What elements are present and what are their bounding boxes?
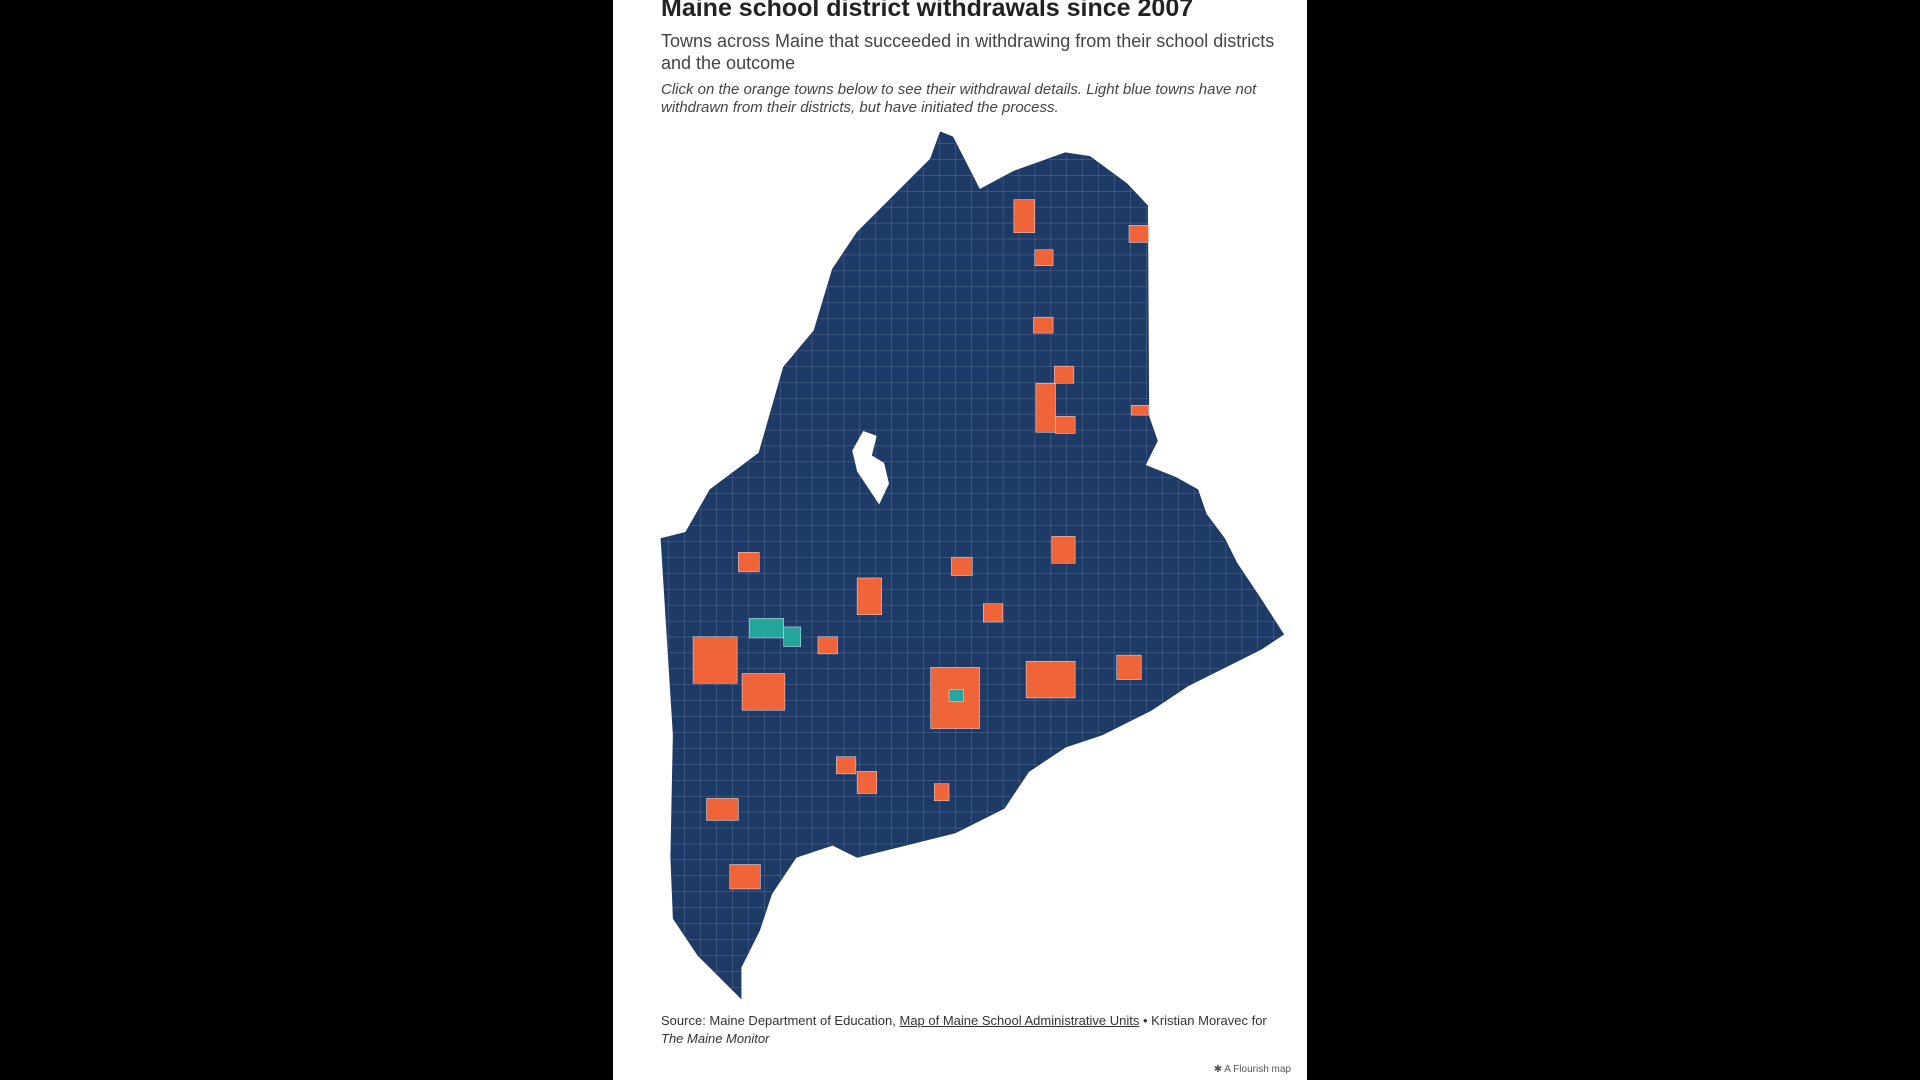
- town[interactable]: [706, 798, 739, 821]
- town[interactable]: [1013, 199, 1035, 233]
- subtitle: Towns across Maine that succeeded in wit…: [661, 31, 1275, 73]
- town[interactable]: [983, 603, 1004, 623]
- town[interactable]: [1035, 383, 1056, 433]
- town[interactable]: [1128, 225, 1149, 243]
- town[interactable]: [1025, 660, 1076, 699]
- source-prefix: Source: Maine Department of Education,: [661, 1013, 896, 1028]
- town[interactable]: [856, 577, 882, 615]
- town[interactable]: [1116, 654, 1142, 680]
- town[interactable]: [1131, 405, 1149, 416]
- title: Maine school district withdrawals since …: [661, 0, 1194, 22]
- publication: The Maine Monitor: [661, 1031, 770, 1046]
- town[interactable]: [934, 783, 950, 802]
- credit-prefix: • Kristian Moravec for: [1143, 1013, 1267, 1028]
- note: Click on the orange towns below to see t…: [661, 81, 1257, 116]
- badge-text: A Flourish map: [1224, 1064, 1291, 1075]
- town[interactable]: [856, 771, 877, 794]
- flourish-badge[interactable]: ✱ A Flourish map: [1213, 1064, 1291, 1075]
- town[interactable]: [1055, 416, 1076, 434]
- panel: Maine school district withdrawals since …: [613, 0, 1307, 1080]
- town[interactable]: [817, 636, 838, 655]
- town[interactable]: [1034, 249, 1054, 266]
- source-link[interactable]: Map of Maine School Administrative Units: [899, 1013, 1140, 1028]
- town[interactable]: [692, 636, 738, 684]
- town[interactable]: [729, 864, 761, 890]
- town[interactable]: [836, 756, 857, 775]
- town[interactable]: [1054, 365, 1075, 384]
- town[interactable]: [1033, 316, 1054, 334]
- town[interactable]: [930, 667, 980, 729]
- town[interactable]: [741, 673, 786, 711]
- town[interactable]: [951, 556, 973, 576]
- town[interactable]: [738, 552, 760, 573]
- source: Source: Maine Department of Education, M…: [661, 1012, 1281, 1048]
- town[interactable]: [1051, 536, 1076, 564]
